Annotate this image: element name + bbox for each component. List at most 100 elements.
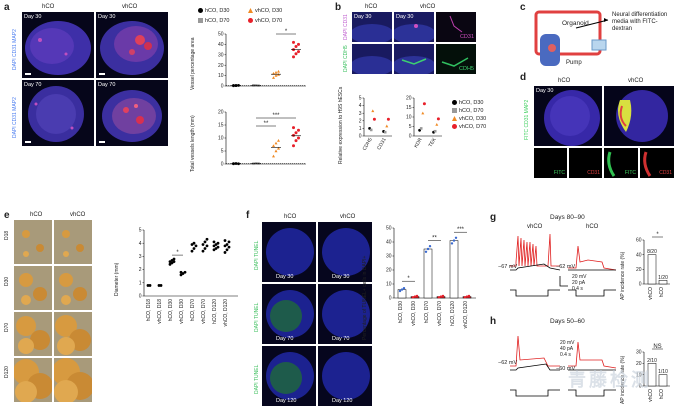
tick-label: 0 — [359, 134, 362, 140]
row-label-text: D18 — [4, 230, 10, 240]
panel-e-col-hco: hCO — [30, 212, 43, 218]
data-point — [435, 123, 439, 126]
data-point — [297, 136, 300, 140]
stain-text: DAPI CD31 — [343, 14, 349, 40]
category-label: TEK — [428, 136, 438, 148]
data-point — [411, 296, 415, 299]
data-point — [277, 69, 280, 73]
panel-d-label: d — [520, 72, 527, 83]
marker-label: CDH5 — [459, 66, 474, 72]
data-point — [223, 239, 227, 242]
category-label: hCO — [659, 287, 665, 297]
bar — [647, 254, 657, 285]
tick-label: 40 — [386, 240, 392, 246]
data-point — [292, 126, 295, 130]
data-point — [168, 262, 172, 266]
data-point — [227, 245, 231, 249]
category-label: CDH5 — [362, 137, 374, 152]
chart-f-tunel: 0 10 20 30 40 50 hCO, D30 vhCO, D30 hCO, D70 vhCO… — [386, 226, 476, 329]
organoid-label: Organoid — [562, 20, 589, 27]
micrograph-a-hco-d30: Day 30 — [22, 12, 94, 78]
stain-text: DAPI TUNEL — [254, 364, 260, 394]
legend-text: vhCO, D70 — [459, 124, 487, 130]
tick-label: 60 — [636, 238, 642, 244]
inset-label: CD31 — [659, 170, 672, 176]
category-label: vhCO — [648, 389, 654, 402]
scale-bar — [99, 73, 105, 75]
tick-label: 0 — [389, 296, 392, 302]
stain-text: DAPI TUNEL — [254, 240, 260, 270]
category-label: vhCO, D70 — [201, 299, 207, 324]
data-point — [465, 295, 469, 298]
legend-text: vhCO, D30 — [459, 116, 487, 122]
legend-a-2: vhCO, D30 — [248, 8, 282, 14]
data-point — [463, 296, 467, 299]
micrograph-f-0-0: Day 30 — [262, 222, 316, 282]
data-point — [369, 128, 373, 132]
data-point — [225, 243, 229, 246]
data-point — [372, 117, 376, 121]
category-label: hCO, D30 — [398, 301, 404, 323]
panel-g-col-vhco: vhCO — [527, 224, 543, 230]
bar — [449, 240, 459, 299]
significance-label: * — [176, 250, 179, 256]
data-point — [415, 294, 419, 298]
legend-b-1: hCO, D70 — [452, 108, 483, 114]
tick-label: 5 — [221, 149, 224, 155]
tick-label: 0 — [221, 84, 224, 90]
chart-g-ap-rate: 0 20 40 60 8/20 vhCO 1/20 hCO * — [636, 232, 670, 300]
tick-label: 20 — [218, 63, 224, 69]
data-point — [297, 50, 300, 54]
tick-label: 10 — [636, 372, 642, 378]
data-point — [201, 243, 205, 246]
pump-label: Pump — [566, 60, 582, 66]
data-point — [179, 273, 183, 277]
data-point — [205, 237, 209, 241]
category-label: CD31 — [376, 137, 388, 151]
panel-e-label: e — [4, 210, 10, 221]
stain-text: DAPI CDH5 — [343, 45, 349, 72]
data-point — [203, 240, 207, 244]
data-point — [272, 154, 275, 158]
significance-label: ** — [432, 236, 437, 242]
data-point — [433, 129, 437, 133]
data-point — [400, 288, 404, 291]
data-point — [170, 261, 174, 265]
axis-label: Vessel percentage area — [190, 37, 196, 90]
tick-label: 5 — [409, 124, 412, 130]
panel-f-col-vhco: vhCO — [340, 214, 356, 220]
data-point — [402, 287, 406, 290]
panel-h-label: h — [490, 316, 497, 327]
stain-text: FITC CD31 MAP2 — [524, 99, 530, 140]
data-point — [192, 247, 196, 250]
data-point — [297, 42, 300, 46]
data-point — [419, 127, 423, 130]
category-label: hCO, D18 — [146, 299, 152, 321]
micrograph-b-hco-cd31: Day 30 — [352, 12, 392, 42]
legend-b-0: hCO, D30 — [452, 100, 483, 106]
data-point — [424, 250, 428, 253]
significance-label: * — [407, 276, 410, 282]
significance-label: * — [285, 29, 288, 35]
tick-label: 20 — [386, 268, 392, 274]
photo-e-2-1 — [54, 312, 92, 356]
data-point — [292, 55, 295, 59]
count-label: 1/10 — [658, 369, 668, 375]
day-label: Day 70 — [276, 336, 294, 342]
micrograph-d-hco: Day 30 — [534, 86, 602, 146]
count-label: 1/20 — [658, 275, 668, 281]
data-point — [172, 257, 176, 261]
inset-d-1: FITC — [534, 148, 567, 178]
data-point — [450, 242, 454, 245]
scale-text: 20 mV — [560, 340, 575, 346]
day-label: Day 30 — [98, 14, 116, 20]
data-point — [181, 272, 185, 275]
legend-text: hCO, D30 — [459, 100, 484, 106]
tick-label: 2 — [139, 267, 142, 273]
data-point — [194, 244, 198, 248]
panel-b-col-vhco: vhCO — [420, 4, 436, 10]
perfusion-diagram — [534, 10, 609, 66]
micrograph-f-2-1: Day 120 — [318, 346, 372, 406]
legend-a-3: vhCO, D70 — [248, 18, 282, 24]
day-label: Day 120 — [332, 398, 353, 404]
